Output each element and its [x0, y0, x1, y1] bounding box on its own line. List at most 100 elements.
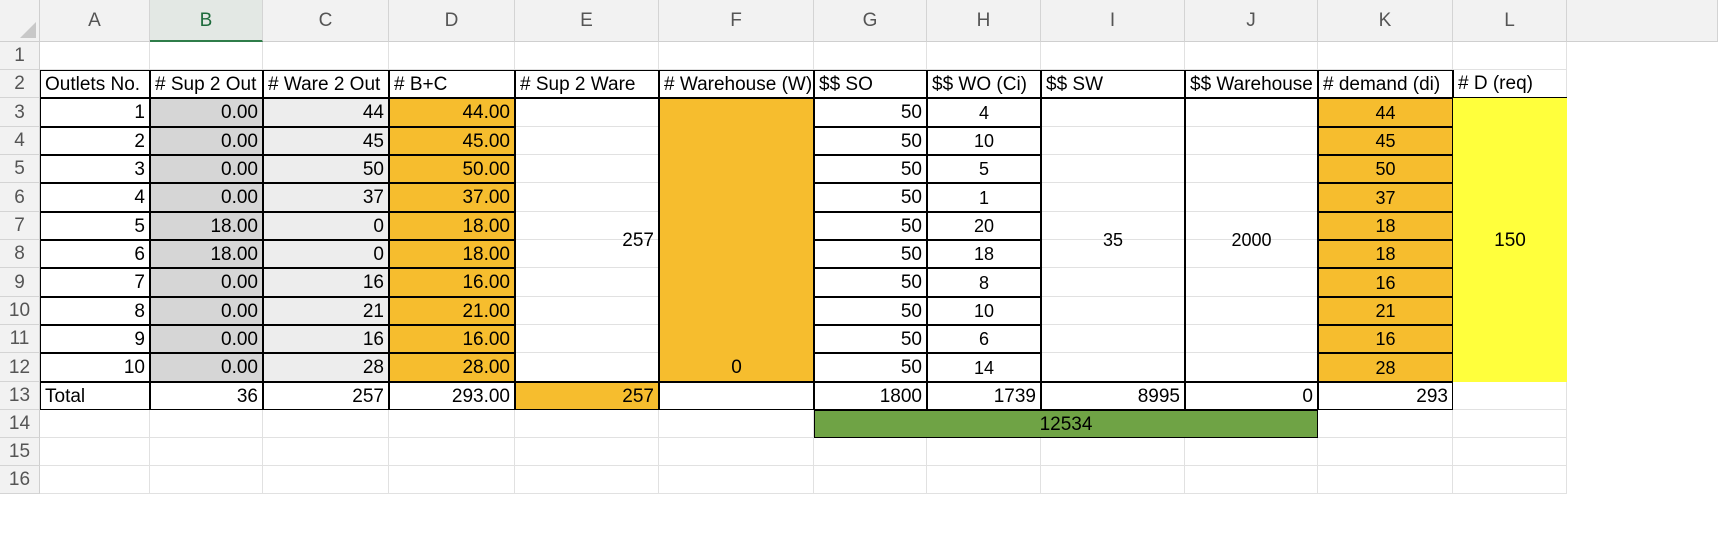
grid-cell-L1[interactable] [1453, 42, 1567, 70]
cell-G6[interactable]: 50 [814, 183, 927, 212]
cell-C11[interactable]: 16 [263, 325, 389, 353]
select-all-corner[interactable] [0, 0, 40, 42]
grid-cell-C14[interactable] [263, 410, 389, 438]
cell-G13-total[interactable]: 1800 [814, 382, 927, 410]
cell-D4[interactable]: 45.00 [389, 127, 515, 155]
cell-D6[interactable]: 37.00 [389, 183, 515, 212]
column-header-h[interactable]: H [927, 0, 1041, 42]
grid-cell-J15[interactable] [1185, 438, 1318, 466]
cell-B13-total[interactable]: 36 [150, 382, 263, 410]
cell-C5[interactable]: 50 [263, 155, 389, 183]
grid-cell-L14[interactable] [1453, 410, 1567, 438]
cell-H5[interactable]: 5 [927, 155, 1041, 183]
cell-J3-merged-warehouse-cost[interactable]: 2000 [1185, 98, 1318, 382]
column-header-k[interactable]: K [1318, 0, 1453, 42]
row-header-4[interactable]: 4 [0, 127, 40, 155]
cell-B4[interactable]: 0.00 [150, 127, 263, 155]
cell-G5[interactable]: 50 [814, 155, 927, 183]
cell-B2-header[interactable]: # Sup 2 Out [150, 70, 263, 98]
row-header-11[interactable]: 11 [0, 325, 40, 353]
cell-J2-header[interactable]: $$ Warehouse [1185, 70, 1318, 98]
cell-K10[interactable]: 21 [1318, 297, 1453, 325]
row-header-8[interactable]: 8 [0, 240, 40, 268]
grid-cell-I15[interactable] [1041, 438, 1185, 466]
cell-G11[interactable]: 50 [814, 325, 927, 353]
column-header-i[interactable]: I [1041, 0, 1185, 42]
cell-A11[interactable]: 9 [40, 325, 150, 353]
grid-cell-D14[interactable] [389, 410, 515, 438]
column-header-d[interactable]: D [389, 0, 515, 42]
cell-H12[interactable]: 14 [927, 353, 1041, 382]
cell-D9[interactable]: 16.00 [389, 268, 515, 297]
grid-cell-C15[interactable] [263, 438, 389, 466]
grid-cell-C1[interactable] [263, 42, 389, 70]
cell-A7[interactable]: 5 [40, 212, 150, 240]
cell-K2-header[interactable]: # demand (di) [1318, 70, 1453, 98]
cell-C10[interactable]: 21 [263, 297, 389, 325]
cell-K8[interactable]: 18 [1318, 240, 1453, 268]
cell-K12[interactable]: 28 [1318, 353, 1453, 382]
cell-C12[interactable]: 28 [263, 353, 389, 382]
grid-cell-A14[interactable] [40, 410, 150, 438]
cell-H2-header[interactable]: $$ WO (Ci) [927, 70, 1041, 98]
grid-cell-G16[interactable] [814, 466, 927, 494]
grid-cell-H1[interactable] [927, 42, 1041, 70]
row-header-14[interactable]: 14 [0, 410, 40, 438]
row-header-2[interactable]: 2 [0, 70, 40, 98]
cell-A13-total-label[interactable]: Total [40, 382, 150, 410]
grid-cell-D1[interactable] [389, 42, 515, 70]
row-header-1[interactable]: 1 [0, 42, 40, 70]
cell-L2-header[interactable]: # D (req) [1453, 70, 1567, 98]
cell-G8[interactable]: 50 [814, 240, 927, 268]
cell-A10[interactable]: 8 [40, 297, 150, 325]
cell-B11[interactable]: 0.00 [150, 325, 263, 353]
grid-cell-I16[interactable] [1041, 466, 1185, 494]
grid-cell-J16[interactable] [1185, 466, 1318, 494]
cell-G3[interactable]: 50 [814, 98, 927, 127]
cell-D2-header[interactable]: # B+C [389, 70, 515, 98]
cell-A4[interactable]: 2 [40, 127, 150, 155]
column-header-b[interactable]: B [150, 0, 263, 42]
cell-K6[interactable]: 37 [1318, 183, 1453, 212]
row-header-3[interactable]: 3 [0, 98, 40, 127]
grid-cell-H15[interactable] [927, 438, 1041, 466]
cell-K9[interactable]: 16 [1318, 268, 1453, 297]
cell-L3-merged-dreq[interactable]: 150 [1453, 98, 1567, 382]
cell-D13-total[interactable]: 293.00 [389, 382, 515, 410]
grid-cell-H16[interactable] [927, 466, 1041, 494]
cell-B7[interactable]: 18.00 [150, 212, 263, 240]
column-header-f[interactable]: F [659, 0, 814, 42]
cell-F3-merged-warehouse[interactable]: 0 [659, 98, 814, 382]
grid-cell-J1[interactable] [1185, 42, 1318, 70]
cell-K7[interactable]: 18 [1318, 212, 1453, 240]
grid-cell-E14[interactable] [515, 410, 659, 438]
cell-G12[interactable]: 50 [814, 353, 927, 382]
row-header-7[interactable]: 7 [0, 212, 40, 240]
cell-F13[interactable] [659, 382, 814, 410]
column-header-c[interactable]: C [263, 0, 389, 42]
row-header-9[interactable]: 9 [0, 268, 40, 297]
grid-cell-F1[interactable] [659, 42, 814, 70]
cell-K3[interactable]: 44 [1318, 98, 1453, 127]
cell-G2-header[interactable]: $$ SO [814, 70, 927, 98]
cell-G10[interactable]: 50 [814, 297, 927, 325]
cell-G7[interactable]: 50 [814, 212, 927, 240]
grid-cell-A1[interactable] [40, 42, 150, 70]
cell-H9[interactable]: 8 [927, 268, 1041, 297]
cell-C3[interactable]: 44 [263, 98, 389, 127]
column-header-e[interactable]: E [515, 0, 659, 42]
grid-cell-G15[interactable] [814, 438, 927, 466]
row-header-6[interactable]: 6 [0, 183, 40, 212]
row-header-5[interactable]: 5 [0, 155, 40, 183]
column-header-g[interactable]: G [814, 0, 927, 42]
grid-cell-I1[interactable] [1041, 42, 1185, 70]
cell-B3[interactable]: 0.00 [150, 98, 263, 127]
grid-cell-B1[interactable] [150, 42, 263, 70]
row-header-10[interactable]: 10 [0, 297, 40, 325]
grid-cell-B15[interactable] [150, 438, 263, 466]
cell-C9[interactable]: 16 [263, 268, 389, 297]
grid-cell-E15[interactable] [515, 438, 659, 466]
cell-D5[interactable]: 50.00 [389, 155, 515, 183]
cell-A6[interactable]: 4 [40, 183, 150, 212]
cell-H13-total[interactable]: 1739 [927, 382, 1041, 410]
